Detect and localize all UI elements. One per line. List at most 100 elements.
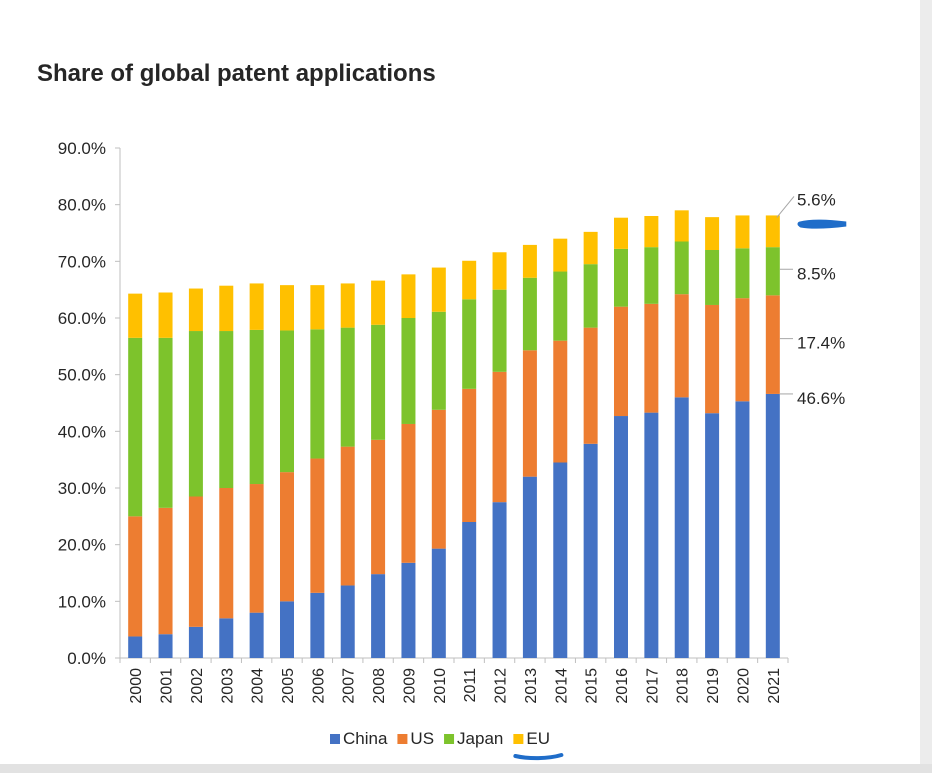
bar-eu-2017 — [644, 216, 659, 248]
legend-swatch-us — [397, 734, 408, 744]
bar-us-2008 — [371, 439, 386, 575]
bar-china-2004 — [249, 612, 264, 658]
bar-us-2012 — [492, 371, 507, 503]
bar-japan-2005 — [280, 330, 294, 473]
bar-japan-2009 — [401, 318, 416, 424]
bar-eu-2006 — [310, 285, 325, 330]
bar-japan-2018 — [674, 241, 689, 295]
x-tick-label: 2008 — [371, 668, 388, 704]
bar-eu-2005 — [280, 285, 294, 331]
y-tick-label: 90.0% — [58, 139, 106, 158]
bar-japan-2021 — [765, 247, 780, 296]
bar-us-2014 — [553, 340, 568, 463]
legend: China US Japan EU — [330, 729, 564, 761]
bar-japan-2014 — [553, 271, 568, 341]
bar-us-2015 — [583, 327, 598, 444]
bar-china-2019 — [705, 413, 720, 658]
pen-underline-annotation — [797, 219, 847, 229]
bar-japan-2019 — [705, 250, 720, 305]
pen-underline-legend — [513, 753, 564, 761]
bar-japan-2020 — [735, 248, 750, 299]
bar-china-2006 — [310, 592, 325, 658]
bar-eu-2008 — [371, 280, 386, 325]
vertical-scrollbar[interactable] — [920, 0, 932, 773]
annotation-china: 46.6% — [797, 389, 845, 408]
x-tick-label: 2005 — [280, 668, 297, 704]
bar-us-2003 — [219, 488, 234, 619]
bar-eu-2003 — [219, 285, 234, 332]
x-tick-label: 2009 — [401, 668, 418, 704]
bar-china-2005 — [280, 601, 294, 658]
bar-china-2016 — [614, 416, 628, 658]
bar-japan-2006 — [310, 329, 325, 459]
x-tick-label: 2011 — [462, 668, 479, 703]
bar-china-2002 — [188, 626, 203, 658]
y-tick-label: 30.0% — [58, 479, 106, 498]
x-tick-label: 2018 — [675, 668, 692, 704]
legend-label-china: China — [343, 729, 388, 748]
bar-eu-2012 — [492, 252, 507, 290]
x-tick-label: 2001 — [159, 668, 176, 704]
bar-japan-2000 — [128, 337, 143, 517]
annotation-eu: 5.6% — [797, 190, 836, 209]
bar-japan-2008 — [371, 324, 386, 440]
x-tick-label: 2012 — [493, 668, 510, 704]
x-tick-label: 2020 — [735, 668, 752, 704]
y-tick-label: 40.0% — [58, 422, 106, 441]
x-tick-label: 2002 — [189, 668, 206, 704]
y-tick-label: 50.0% — [58, 366, 106, 385]
bar-china-2015 — [583, 443, 598, 658]
bar-eu-2021 — [765, 215, 780, 248]
y-tick-label: 0.0% — [67, 649, 106, 668]
legend-label-us: US — [410, 729, 434, 748]
bar-china-2011 — [462, 522, 477, 658]
bar-china-2018 — [674, 397, 689, 658]
annotation-japan: 8.5% — [797, 264, 836, 283]
axis-layer: 0.0% 10.0% 20.0% 30.0% 40.0% 50.0% 60.0% 70.0% 8… — [58, 139, 789, 704]
bar-us-2016 — [614, 306, 628, 417]
bar-us-2000 — [128, 516, 143, 637]
bar-japan-2003 — [219, 331, 234, 488]
bar-china-2000 — [128, 636, 143, 658]
bar-us-2021 — [765, 295, 780, 394]
bar-japan-2004 — [249, 329, 264, 485]
bar-eu-2016 — [614, 217, 628, 249]
bar-china-2007 — [340, 585, 355, 658]
bar-us-2005 — [280, 472, 294, 602]
bar-china-2012 — [492, 502, 507, 658]
y-tick-label: 80.0% — [58, 196, 106, 215]
bar-japan-2012 — [492, 289, 507, 372]
bar-us-2019 — [705, 304, 720, 414]
bar-china-2003 — [219, 618, 234, 658]
legend-swatch-japan — [444, 734, 455, 744]
bars-layer — [128, 210, 780, 658]
labels-layer: 5.6% 8.5% 17.4% 46.6% — [776, 190, 847, 408]
bar-china-2010 — [431, 548, 446, 658]
bar-eu-2007 — [340, 283, 355, 328]
x-tick-label: 2019 — [705, 668, 722, 704]
bar-eu-2013 — [522, 244, 537, 278]
bar-us-2006 — [310, 458, 325, 593]
eu-leader-line — [776, 196, 795, 218]
bar-us-2018 — [674, 294, 689, 398]
bar-us-2007 — [340, 446, 355, 586]
bar-china-2001 — [158, 634, 173, 658]
bar-eu-2001 — [158, 292, 173, 338]
bar-japan-2013 — [522, 277, 537, 351]
horizontal-scrollbar[interactable] — [0, 764, 932, 773]
bar-japan-2015 — [583, 264, 598, 328]
y-tick-label: 60.0% — [58, 309, 106, 328]
bar-japan-2010 — [431, 311, 446, 410]
bar-us-2009 — [401, 423, 416, 563]
bar-us-2001 — [158, 507, 173, 635]
x-tick-label: 2017 — [644, 668, 661, 704]
bar-japan-2007 — [340, 327, 355, 447]
legend-swatch-china — [330, 734, 340, 744]
bar-eu-2004 — [249, 283, 264, 330]
bar-eu-2002 — [188, 288, 203, 332]
x-tick-label: 2004 — [250, 668, 267, 704]
legend-label-eu: EU — [526, 729, 550, 748]
bar-eu-2010 — [431, 267, 446, 312]
bar-china-2014 — [553, 462, 568, 658]
bar-eu-2018 — [674, 210, 689, 242]
